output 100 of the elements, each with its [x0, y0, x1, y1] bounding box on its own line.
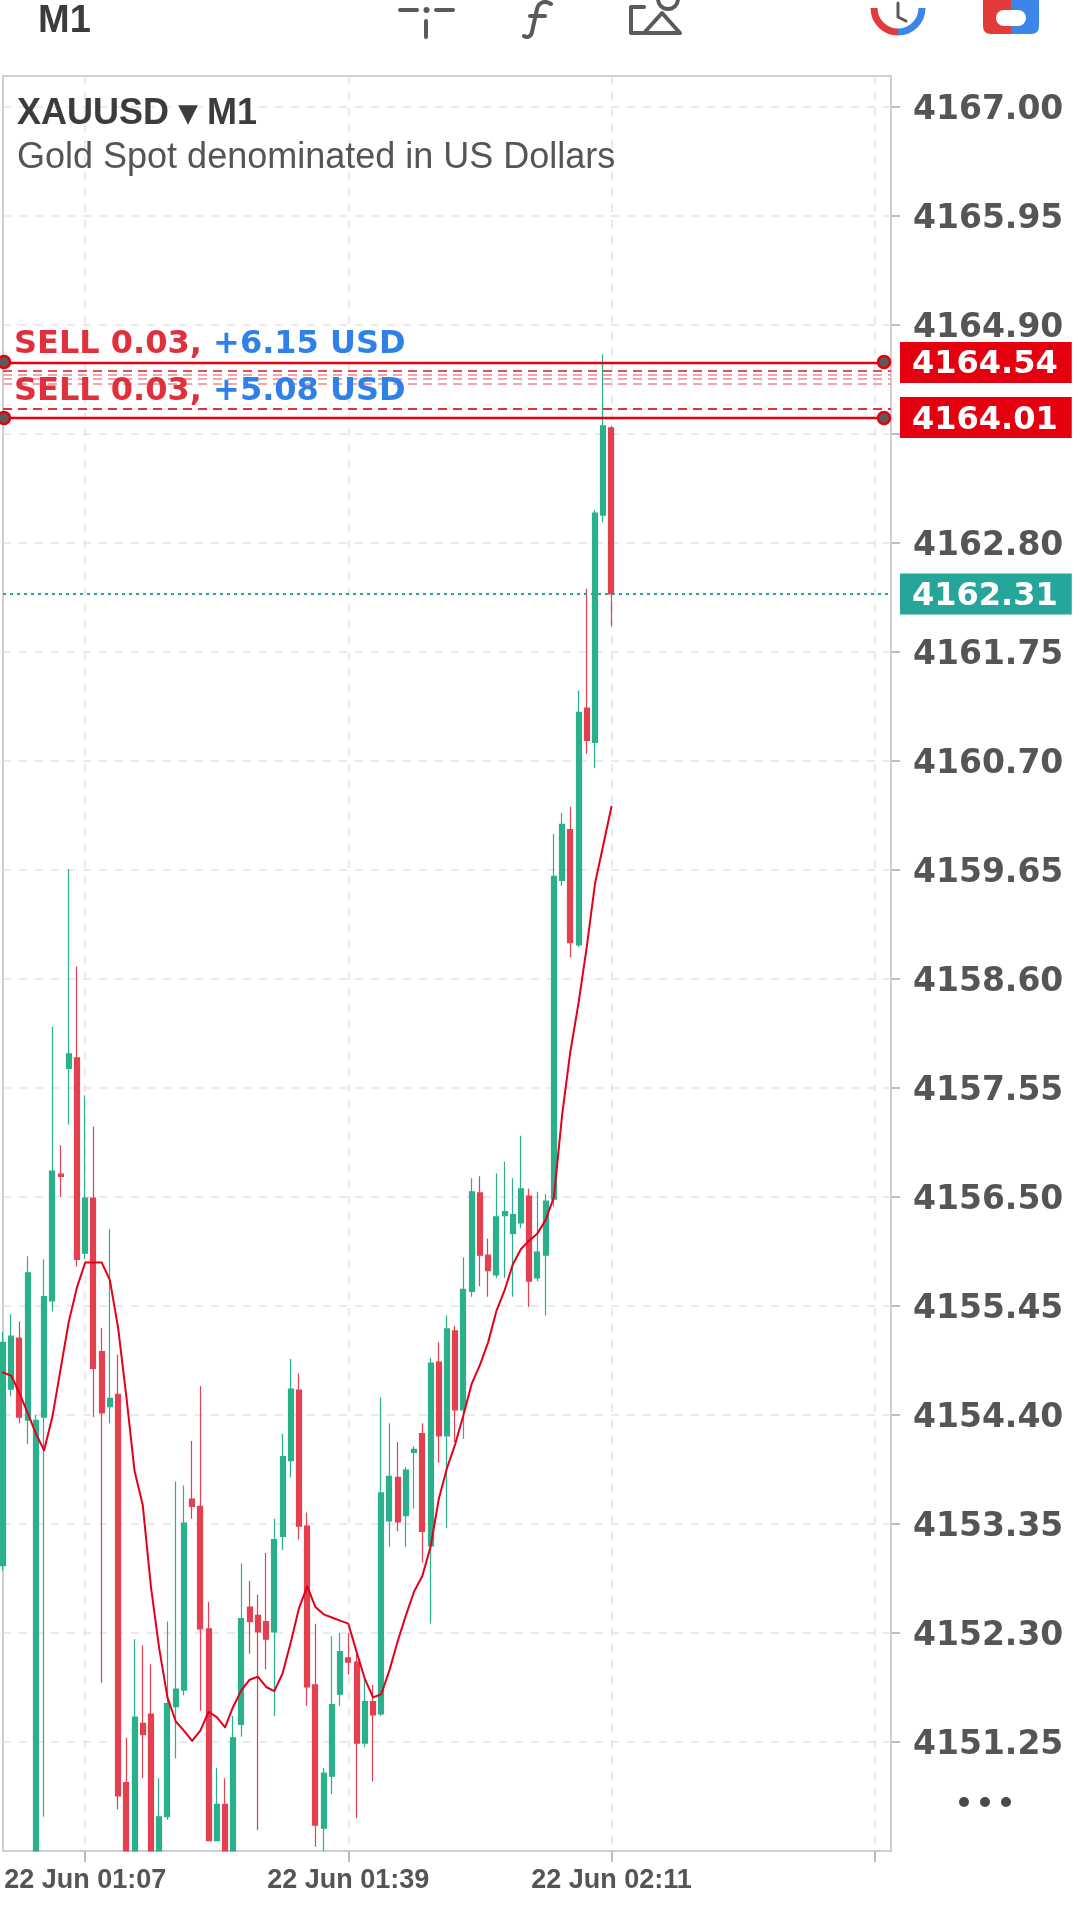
ref-line-label: 4164.54: [912, 343, 1058, 382]
candlestick: [221, 1777, 229, 1852]
candlestick: [270, 1518, 278, 1717]
candlestick: [575, 689, 583, 948]
candlestick: [262, 1552, 270, 1670]
annotation: SELL 0.03, +6.15 USD: [14, 323, 406, 362]
candlestick: [98, 1327, 106, 1684]
candlestick: [566, 806, 574, 958]
candlestick: [418, 1422, 426, 1564]
y-tick-label: 4165.95: [913, 196, 1064, 236]
candlestick: [542, 1193, 550, 1316]
candlestick: [122, 1737, 130, 1852]
y-tick-label: 4156.50: [913, 1177, 1064, 1217]
candlestick: [533, 1191, 541, 1282]
y-tick-label: 4153.35: [913, 1504, 1064, 1544]
x-tick-label: 22 Jun 02:11: [531, 1863, 692, 1894]
candlestick: [40, 1258, 48, 1818]
candlestick: [550, 833, 558, 1207]
y-tick-label: 4162.80: [913, 523, 1064, 563]
y-tick-label: 4151.25: [913, 1722, 1064, 1762]
candlestick: [394, 1441, 402, 1532]
candlestick: [65, 868, 73, 1125]
y-tick-label: 4161.75: [913, 632, 1064, 672]
candlestick: [254, 1594, 262, 1831]
candlestick: [131, 1638, 139, 1852]
candlestick: [435, 1341, 443, 1464]
y-tick-label: 4158.60: [913, 959, 1064, 999]
candlestick: [451, 1325, 459, 1443]
candlestick: [106, 1228, 114, 1424]
candlestick: [377, 1396, 385, 1717]
candlestick: [492, 1172, 500, 1279]
candlestick: [501, 1161, 509, 1279]
y-tick-label: 4152.30: [913, 1613, 1064, 1653]
candlestick: [320, 1767, 328, 1852]
candlestick: [385, 1422, 393, 1548]
candlestick: [336, 1632, 344, 1707]
candlestick: [591, 509, 599, 769]
x-tick-label: 22 Jun 01:07: [4, 1863, 167, 1894]
candlestick: [279, 1433, 287, 1551]
candlestick: [196, 1385, 204, 1712]
candlestick: [583, 588, 591, 755]
candlestick: [15, 1321, 23, 1424]
candlestick: [205, 1601, 213, 1842]
line-series: [2, 805, 613, 1742]
candlestick: [147, 1663, 155, 1852]
candlestick: [468, 1177, 476, 1298]
y-tick-label: 4157.55: [913, 1068, 1064, 1108]
candlestick: [32, 1414, 40, 1852]
candlestick: [155, 1777, 163, 1852]
candlestick: [163, 1621, 171, 1821]
candlestick: [246, 1580, 254, 1655]
y-tick-label: 4167.00: [913, 87, 1064, 127]
candlestick: [353, 1653, 361, 1819]
candlestick: [509, 1177, 517, 1298]
candlestick: [172, 1480, 180, 1760]
candlestick: [311, 1623, 319, 1848]
candlestick: [410, 1445, 418, 1510]
candlestick: [57, 1144, 65, 1198]
ref-line-label: 4162.31: [912, 574, 1058, 613]
y-tick-label: 4154.40: [913, 1395, 1064, 1435]
candlestick: [180, 1485, 188, 1696]
annotation: SELL 0.03, +5.08 USD: [14, 370, 406, 409]
x-tick-label: 22 Jun 01:39: [267, 1863, 430, 1894]
candlestick: [484, 1237, 492, 1298]
candlestick: [328, 1635, 336, 1795]
ref-line-label: 4164.01: [912, 398, 1058, 437]
candlestick: [459, 1256, 467, 1440]
candlestick: [525, 1188, 533, 1308]
candlestick: [303, 1512, 311, 1707]
candlestick: [599, 353, 607, 523]
candlestick: [287, 1358, 295, 1478]
candlestick: [229, 1715, 237, 1852]
candlestick: [89, 1125, 97, 1418]
candlestick: [237, 1562, 245, 1738]
chart-title: XAUUSD ▾ M1: [17, 90, 258, 132]
text: Gold Spot denominated in US Dollars: [17, 134, 616, 176]
candlestick: [607, 425, 615, 627]
candlestick: [402, 1466, 410, 1548]
candlestick: [558, 812, 566, 887]
candlestick: [344, 1632, 352, 1676]
candlestick: [48, 1026, 56, 1312]
y-tick-label: 4160.70: [913, 741, 1064, 781]
candlestick: [81, 1094, 89, 1260]
candlestick: [139, 1644, 147, 1779]
candlestick: [517, 1135, 525, 1229]
y-tick-label: 4155.45: [913, 1286, 1064, 1326]
candlestick: [427, 1357, 435, 1625]
candlestick: [361, 1678, 369, 1748]
candlestick: [443, 1314, 451, 1529]
candlestick: [0, 1331, 7, 1572]
candlestick: [73, 966, 81, 1268]
candlestick: [188, 1440, 196, 1520]
candlestick: [7, 1313, 15, 1397]
candlestick: [295, 1372, 303, 1541]
y-tick-label: 4159.65: [913, 850, 1064, 890]
candlestick: [114, 1354, 122, 1811]
text: M1: [38, 0, 91, 40]
candlestick: [369, 1684, 377, 1783]
candlestick: [24, 1255, 32, 1445]
y-tick-label: 4164.90: [913, 305, 1064, 345]
